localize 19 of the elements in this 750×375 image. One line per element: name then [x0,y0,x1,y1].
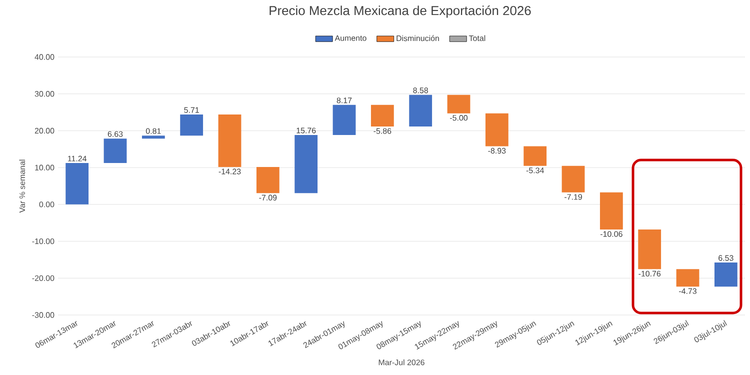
bar [409,94,432,127]
bar [218,114,242,167]
bar [66,163,89,204]
bar [180,114,204,136]
bar [600,192,623,230]
bar [714,262,738,287]
bar [294,135,318,194]
bar [524,146,547,166]
bar [485,113,508,146]
chart-title: Precio Mezcla Mexicana de Exportación 2026 [270,6,531,18]
bar [104,138,127,163]
bar [447,94,470,114]
bar [256,166,280,194]
bar [638,229,662,270]
bar [676,269,700,287]
bar [370,104,394,127]
bar [562,166,585,192]
bar [332,104,356,136]
bar [142,136,165,139]
